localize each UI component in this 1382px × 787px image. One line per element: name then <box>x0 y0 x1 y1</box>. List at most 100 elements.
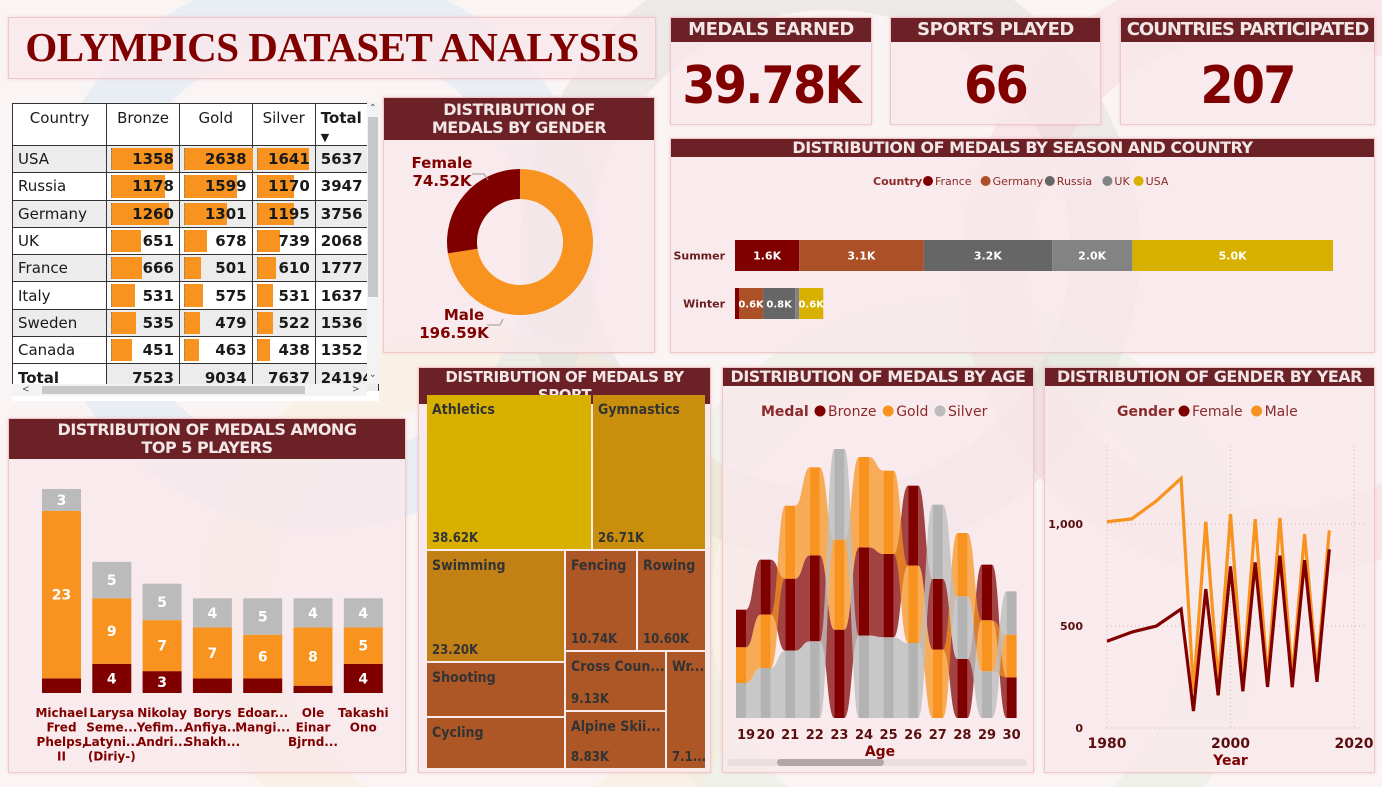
cell-value: 651 <box>142 232 174 251</box>
ribbon-column-gold <box>883 470 894 554</box>
cell-bronze: 1358 <box>106 144 180 174</box>
table-horizontal-scrollbar[interactable]: < > <box>12 384 367 396</box>
chart-title: DISTRIBUTION OF MEDALS BY GENDER <box>384 98 654 140</box>
column-header-country[interactable]: Country <box>12 103 108 146</box>
data-bar <box>256 284 274 307</box>
sort-descending-icon[interactable]: ▼ <box>320 131 330 144</box>
data-bar <box>111 311 136 335</box>
category-label-summer: Summer <box>673 250 725 263</box>
cell-silver: 1195 <box>251 199 316 228</box>
x-tick-label: 2000 <box>1211 736 1250 752</box>
chart-scrollbar-thumb[interactable] <box>777 759 884 766</box>
cell-bronze: 451 <box>106 336 180 365</box>
treemap-tile[interactable]: Athletics 38.62K <box>427 395 591 549</box>
treemap-tile-label: Rowing <box>643 558 696 574</box>
treemap-tile[interactable]: Rowing 10.60K <box>638 551 705 650</box>
age-ribbon-chart: Medal Bronze Gold Silver 19 20 21 22 23 24 25 26 27 2… <box>727 404 1027 766</box>
treemap-tile[interactable]: Fencing 10.74K <box>566 551 636 650</box>
cell-value: 739 <box>278 232 310 251</box>
table-row[interactable]: Germany 1260 1301 1195 3756 <box>12 199 379 228</box>
column-header-silver[interactable]: Silver <box>251 103 316 146</box>
column-header-gold[interactable]: Gold <box>178 103 253 146</box>
table-vertical-scrollbar[interactable]: ⌃ ⌄ <box>367 103 379 384</box>
treemap-tile[interactable]: Cycling <box>427 718 564 768</box>
donut-value-female: 74.52K <box>412 172 472 190</box>
legend-title: Country <box>873 175 922 188</box>
cell-value: 1358 <box>132 150 174 169</box>
ribbon-column-silver <box>982 671 992 718</box>
top-players-panel: DISTRIBUTION OF MEDALS AMONG TOP 5 PLAYE… <box>8 418 406 773</box>
cell-country: Canada <box>12 336 108 365</box>
cell-bronze: 651 <box>106 226 180 256</box>
cell-gold: 501 <box>178 254 253 283</box>
dashboard-title-card: OLYMPICS DATASET ANALYSIS <box>8 17 656 79</box>
table-row[interactable]: France 666 501 610 1777 <box>12 254 379 283</box>
treemap-tile[interactable]: Shooting <box>427 663 564 716</box>
cell-country: France <box>12 254 108 283</box>
cell-bronze: 666 <box>106 254 180 283</box>
kpi-card-countries-participated: COUNTRIES PARTICIPATED 207 <box>1120 17 1375 125</box>
player-name-label: Ole <box>302 706 324 720</box>
cell-value: 2638 <box>204 150 247 169</box>
legend-label-female: Female <box>1192 404 1243 420</box>
bar-segment-silver <box>343 598 383 628</box>
data-label: 7 <box>157 639 167 655</box>
cell-gold: 479 <box>178 308 253 338</box>
bar-segment-gold <box>42 510 81 679</box>
table-row[interactable]: UK 651 678 739 2068 <box>12 226 379 256</box>
treemap-tile[interactable]: Gymnastics 26.71K <box>593 395 705 549</box>
ribbon-column-bronze <box>883 554 894 638</box>
ribbon-column-gold <box>834 539 845 630</box>
table-row[interactable]: Italy 531 575 531 1637 <box>12 281 379 310</box>
ribbon-silver <box>819 449 835 718</box>
table-row[interactable]: Russia 1178 1599 1170 3947 <box>12 172 379 201</box>
ribbon-gold <box>770 505 786 668</box>
data-label: 3 <box>57 493 67 509</box>
bar-segment-germany-summer <box>799 240 924 271</box>
ribbon-column-silver <box>908 643 919 718</box>
data-label: 9 <box>107 624 117 640</box>
kpi-label: SPORTS PLAYED <box>891 18 1100 42</box>
column-header-bronze[interactable]: Bronze <box>106 103 180 146</box>
ribbon-column-silver <box>760 668 771 718</box>
table-row[interactable]: Sweden 535 479 522 1536 <box>12 308 379 338</box>
treemap-tile[interactable]: Cross Coun... 9.13K <box>566 652 665 710</box>
medal-table[interactable]: Country Bronze Gold Silver Total ▼ USA 13… <box>12 103 379 401</box>
scrollbar-thumb[interactable] <box>42 386 305 394</box>
player-name-label: Ono <box>350 721 377 735</box>
treemap-tile[interactable]: Wr... 7.1... <box>667 652 705 768</box>
bar-segment-uk-winter <box>795 288 800 319</box>
table-row[interactable]: USA 1358 2638 1641 5637 <box>12 144 379 174</box>
ribbon-silver <box>967 596 982 718</box>
player-name-label: Edoar... <box>237 706 288 720</box>
treemap-tile[interactable]: Swimming 23.20K <box>427 551 564 661</box>
bar-segment-gold <box>142 620 182 672</box>
scrollbar-thumb[interactable] <box>368 117 378 297</box>
legend-marker-usa <box>1133 176 1144 186</box>
ribbon-gold <box>869 457 884 554</box>
data-bar <box>256 311 274 335</box>
cell-value: 479 <box>215 313 247 332</box>
data-bar <box>183 257 201 280</box>
legend-marker-silver <box>934 405 946 417</box>
bar-segment-bronze <box>142 671 182 693</box>
cell-country: Sweden <box>12 308 108 338</box>
scroll-right-icon[interactable]: > <box>352 384 360 395</box>
scroll-left-icon[interactable]: < <box>22 384 30 395</box>
treemap-tile-label: Athletics <box>432 402 495 418</box>
scroll-up-icon[interactable]: ⌃ <box>369 103 377 114</box>
legend-label-usa: USA <box>1146 175 1169 188</box>
bar-segment-bronze <box>343 663 383 693</box>
sport-treemap-panel: DISTRIBUTION OF MEDALS BY SPORT Athletic… <box>418 367 711 773</box>
x-tick-label: 29 <box>978 728 996 743</box>
legend-marker-germany <box>980 176 991 186</box>
player-name-label: Nikolay <box>137 706 187 720</box>
legend-marker-gold <box>882 405 894 417</box>
cell-value: 1641 <box>268 150 310 169</box>
table-row[interactable]: Canada 451 463 438 1352 <box>12 336 379 365</box>
treemap-tile[interactable]: Alpine Skii... 8.83K <box>566 712 665 768</box>
ribbon-column-gold <box>957 533 968 597</box>
data-label: 4 <box>358 671 368 687</box>
scroll-down-icon[interactable]: ⌄ <box>369 369 377 380</box>
